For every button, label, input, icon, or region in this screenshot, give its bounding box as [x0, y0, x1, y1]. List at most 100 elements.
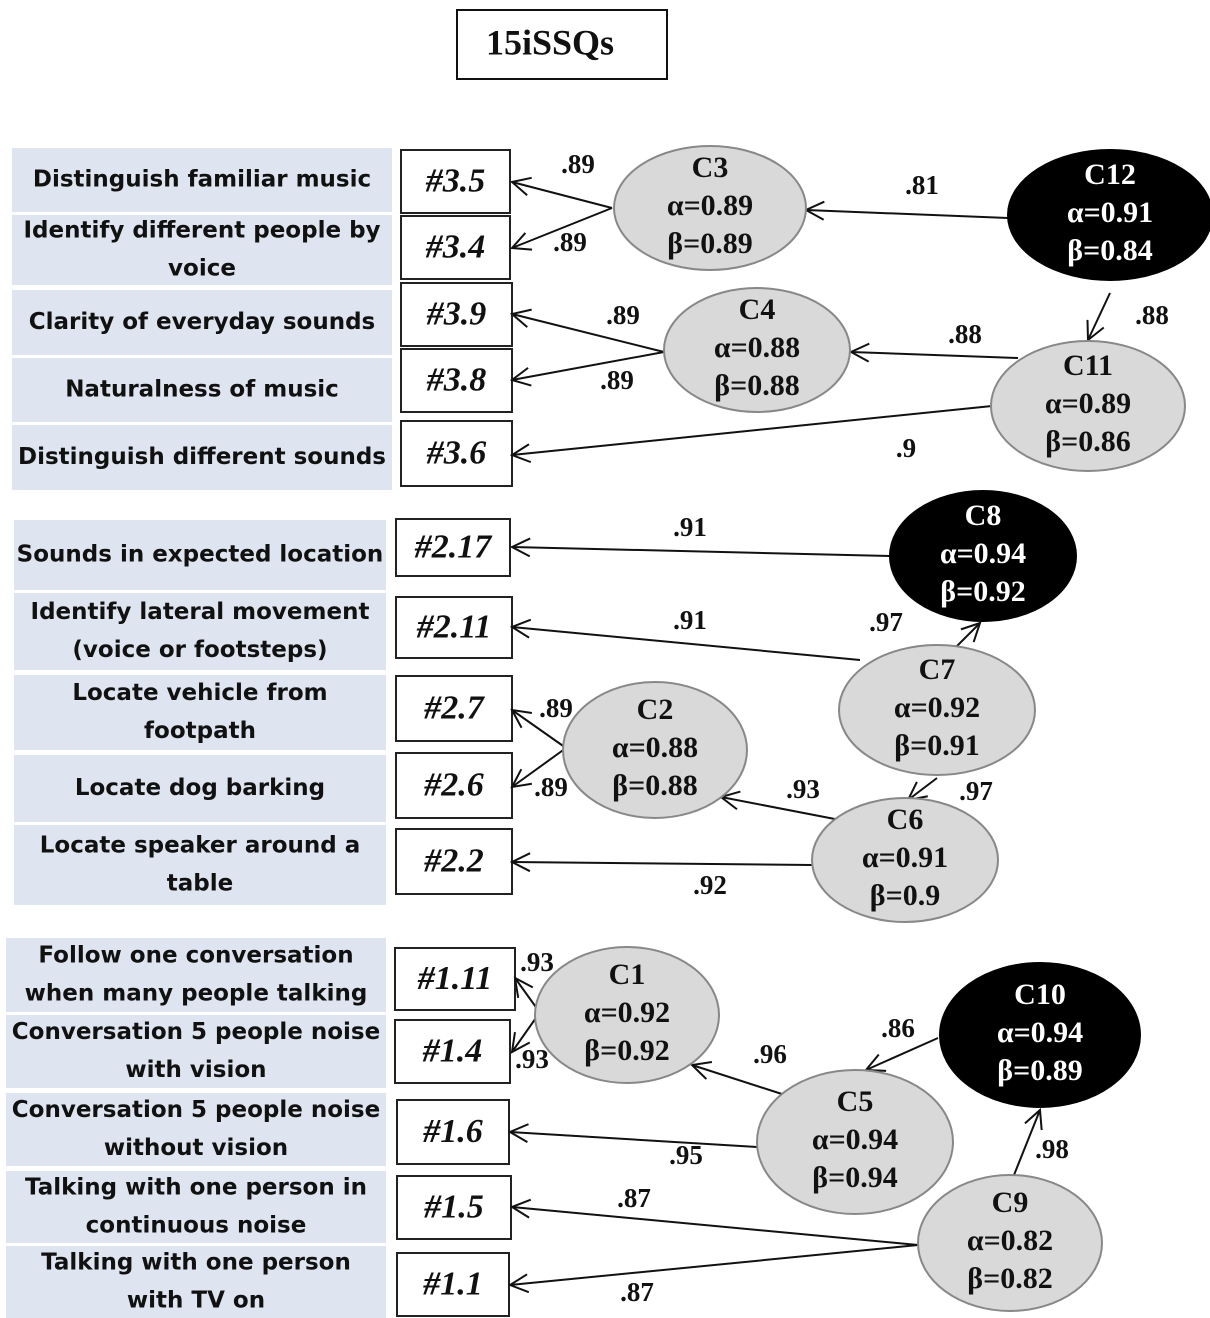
edge	[1088, 292, 1111, 340]
edge-label: .93	[515, 1044, 549, 1074]
node-name: C5	[837, 1085, 874, 1118]
item-label-box	[14, 675, 386, 750]
item-label: continuous noise	[86, 1213, 307, 1239]
item-code: #2.17	[414, 528, 494, 565]
node-alpha: α=0.89	[667, 189, 753, 222]
edge-label: .97	[959, 776, 993, 806]
item-label-box	[12, 290, 392, 355]
item-code: #1.4	[422, 1032, 483, 1069]
edge-label: .89	[561, 149, 595, 179]
item-label-box	[12, 215, 392, 285]
construct-node	[811, 797, 999, 923]
item-label: with vision	[125, 1057, 266, 1083]
item-code: #3.4	[425, 228, 486, 265]
edge	[515, 978, 539, 1011]
item-label: Distinguish familiar music	[33, 167, 371, 193]
node-beta: β=0.92	[584, 1034, 669, 1067]
item-code: #3.5	[425, 162, 486, 199]
node-name: C12	[1084, 158, 1136, 191]
item-code-box	[396, 1099, 510, 1165]
node-alpha: α=0.89	[1045, 387, 1131, 420]
construct-node	[889, 490, 1077, 622]
item-label: without vision	[104, 1135, 288, 1161]
node-name: C9	[992, 1186, 1029, 1219]
item-label: Identify lateral movement	[31, 599, 370, 625]
edge-label: .81	[905, 170, 939, 200]
item-code-box	[400, 348, 513, 413]
item-label: Distinguish different sounds	[18, 444, 386, 470]
item-label: Conversation 5 people noise	[12, 1019, 380, 1045]
node-beta: β=0.84	[1067, 234, 1152, 267]
node-beta: β=0.94	[812, 1161, 897, 1194]
construct-node	[917, 1174, 1103, 1312]
node-alpha: α=0.94	[997, 1016, 1083, 1049]
edge	[512, 547, 891, 556]
item-label-box	[14, 520, 386, 590]
edge	[721, 797, 841, 821]
node-alpha: α=0.92	[894, 691, 980, 724]
item-label: Sounds in expected location	[17, 542, 384, 568]
edge-label: .93	[786, 774, 820, 804]
node-beta: β=0.88	[612, 769, 697, 802]
edge-label: .9	[896, 433, 916, 463]
node-beta: β=0.9	[870, 879, 940, 912]
item-label: Clarity of everyday sounds	[29, 309, 376, 335]
edge	[866, 1037, 939, 1070]
edge	[806, 210, 1009, 218]
item-code-box	[400, 420, 513, 487]
item-label: Locate vehicle from	[72, 680, 327, 706]
edge-label: .87	[617, 1183, 651, 1213]
edge	[512, 351, 665, 380]
node-beta: β=0.88	[714, 369, 799, 402]
edge-label: .97	[869, 607, 903, 637]
edge-label: .93	[520, 947, 554, 977]
construct-node	[613, 145, 807, 271]
edge-label: .91	[673, 512, 707, 542]
item-code: #1.5	[423, 1188, 484, 1225]
node-name: C8	[965, 499, 1002, 532]
item-code: #2.6	[423, 766, 484, 803]
node-alpha: α=0.94	[812, 1123, 898, 1156]
item-label: footpath	[144, 718, 256, 744]
edge	[512, 627, 861, 661]
construct-node	[534, 946, 720, 1084]
item-label: when many people talking	[25, 981, 368, 1007]
item-label-box	[14, 755, 386, 822]
item-label: Locate speaker around a	[40, 833, 361, 859]
node-name: C10	[1014, 978, 1066, 1011]
edge-label: .88	[948, 319, 982, 349]
item-label: Follow one conversation	[38, 943, 353, 969]
node-beta: β=0.91	[894, 729, 979, 762]
node-beta: β=0.89	[667, 227, 752, 260]
node-name: C4	[739, 293, 776, 326]
edge	[512, 862, 813, 865]
item-label-box	[6, 1171, 386, 1243]
construct-node	[1007, 149, 1210, 281]
edge	[512, 710, 567, 749]
item-code: #1.11	[417, 960, 493, 997]
item-code-box	[395, 752, 513, 819]
item-label: with TV on	[127, 1288, 265, 1314]
item-code: #3.6	[426, 434, 487, 471]
node-alpha: α=0.91	[862, 841, 948, 874]
construct-node	[756, 1069, 954, 1215]
node-alpha: α=0.88	[612, 731, 698, 764]
node-name: C6	[887, 803, 924, 836]
edge-label: .96	[753, 1039, 787, 1069]
edge	[512, 1207, 919, 1246]
node-alpha: α=0.88	[714, 331, 800, 364]
edge-label: .89	[606, 300, 640, 330]
item-code-box	[396, 1175, 512, 1240]
edge-label: .89	[553, 227, 587, 257]
title: 15iSSQs	[486, 22, 614, 62]
node-alpha: α=0.92	[584, 996, 670, 1029]
edge	[954, 623, 980, 649]
node-beta: β=0.89	[997, 1054, 1082, 1087]
item-code: #2.2	[423, 842, 484, 879]
edge-label: .89	[600, 365, 634, 395]
item-code-box	[394, 1019, 511, 1084]
edge-label: .89	[534, 772, 568, 802]
item-code-box	[395, 596, 513, 659]
construct-node	[939, 962, 1141, 1108]
